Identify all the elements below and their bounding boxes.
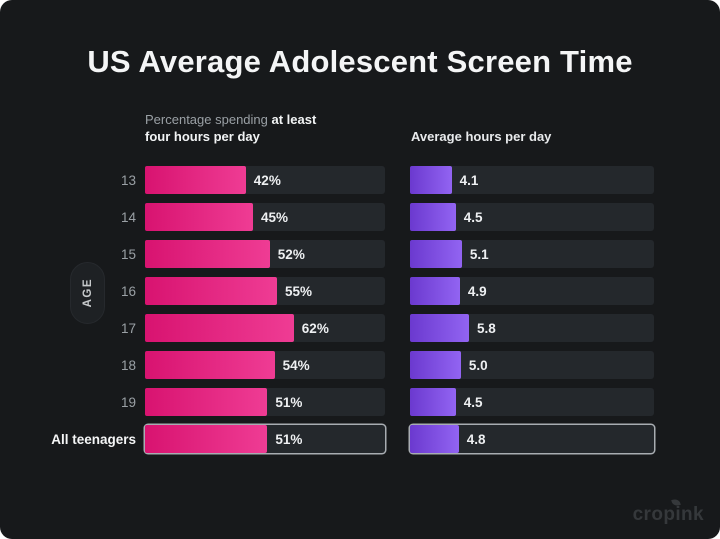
percentage-column-header: Percentage spending at least four hours …: [145, 111, 385, 145]
hours-value: 4.8: [466, 431, 486, 447]
percentage-bar: [145, 277, 277, 305]
hours-value: 5.0: [468, 357, 488, 373]
age-label: 16: [120, 283, 136, 299]
table-row: All teenagers 51% 4.8: [0, 425, 654, 453]
brand-name: cropink: [632, 504, 704, 525]
percentage-bar-track: 62%: [145, 314, 385, 342]
brand-watermark: cropink: [632, 498, 704, 526]
hours-bar-track: 5.1: [410, 240, 654, 268]
hours-value: 4.9: [467, 283, 487, 299]
hours-bar: [410, 425, 459, 453]
hours-bar-track: 4.8: [410, 425, 654, 453]
hours-bar-track: 4.1: [410, 166, 654, 194]
percentage-bar: [145, 166, 246, 194]
hours-value: 5.8: [476, 320, 496, 336]
percentage-value: 51%: [275, 431, 303, 447]
percentage-bar: [145, 203, 253, 231]
hours-bar: [410, 240, 462, 268]
percentage-value: 42%: [253, 172, 281, 188]
percentage-header-bold: at least: [271, 112, 317, 127]
percentage-bar-track: 45%: [145, 203, 385, 231]
percentage-bar-track: 55%: [145, 277, 385, 305]
age-label: 18: [120, 357, 136, 373]
age-label: 14: [120, 209, 136, 225]
table-row: 19 51% 4.5: [0, 388, 654, 416]
hours-value: 4.1: [459, 172, 479, 188]
hours-value: 4.5: [463, 209, 483, 225]
percentage-bar-track: 51%: [145, 425, 385, 453]
percentage-bar-track: 54%: [145, 351, 385, 379]
hours-bar-track: 4.5: [410, 388, 654, 416]
percentage-bar-track: 51%: [145, 388, 385, 416]
hours-bar: [410, 277, 460, 305]
percentage-value: 55%: [285, 283, 313, 299]
hours-bar: [410, 166, 452, 194]
page-title: US Average Adolescent Screen Time: [87, 44, 633, 79]
percentage-bar: [145, 388, 268, 416]
hours-bar: [410, 388, 456, 416]
chart-rows: 13 42% 4.1 14 45% 4.5 15 52% 5.1: [0, 166, 654, 453]
age-label: 17: [120, 320, 136, 336]
percentage-bar: [145, 240, 270, 268]
age-label: 19: [120, 394, 136, 410]
hours-column-header: Average hours per day: [411, 129, 552, 145]
table-row: 14 45% 4.5: [0, 203, 654, 231]
hours-bar-track: 4.9: [410, 277, 654, 305]
table-row: 18 54% 5.0: [0, 351, 654, 379]
table-row: 15 52% 5.1: [0, 240, 654, 268]
column-headers: Percentage spending at least four hours …: [145, 111, 655, 145]
percentage-value: 52%: [277, 246, 305, 262]
hours-bar-track: 5.0: [410, 351, 654, 379]
percentage-value: 51%: [275, 394, 303, 410]
hours-value: 5.1: [469, 246, 489, 262]
table-row: 13 42% 4.1: [0, 166, 654, 194]
percentage-value: 62%: [301, 320, 329, 336]
hours-bar: [410, 351, 461, 379]
age-label: 13: [120, 172, 136, 188]
age-label: All teenagers: [51, 431, 136, 447]
table-row: 17 62% 5.8: [0, 314, 654, 342]
percentage-value: 54%: [282, 357, 310, 373]
hours-bar: [410, 203, 456, 231]
percentage-bar: [145, 351, 275, 379]
percentage-value: 45%: [261, 209, 289, 225]
hours-bar-track: 4.5: [410, 203, 654, 231]
hours-value: 4.5: [463, 394, 483, 410]
percentage-header-bold-line2: four hours per day: [145, 129, 260, 145]
hours-bar: [410, 314, 469, 342]
percentage-bar-track: 42%: [145, 166, 385, 194]
age-label: 15: [120, 246, 136, 262]
hours-bar-track: 5.8: [410, 314, 654, 342]
percentage-bar: [145, 425, 268, 453]
table-row: 16 55% 4.9: [0, 277, 654, 305]
percentage-bar-track: 52%: [145, 240, 385, 268]
age-axis-pill: AGE: [70, 262, 105, 324]
percentage-bar: [145, 314, 294, 342]
percentage-header-muted: Percentage spending: [145, 112, 272, 127]
